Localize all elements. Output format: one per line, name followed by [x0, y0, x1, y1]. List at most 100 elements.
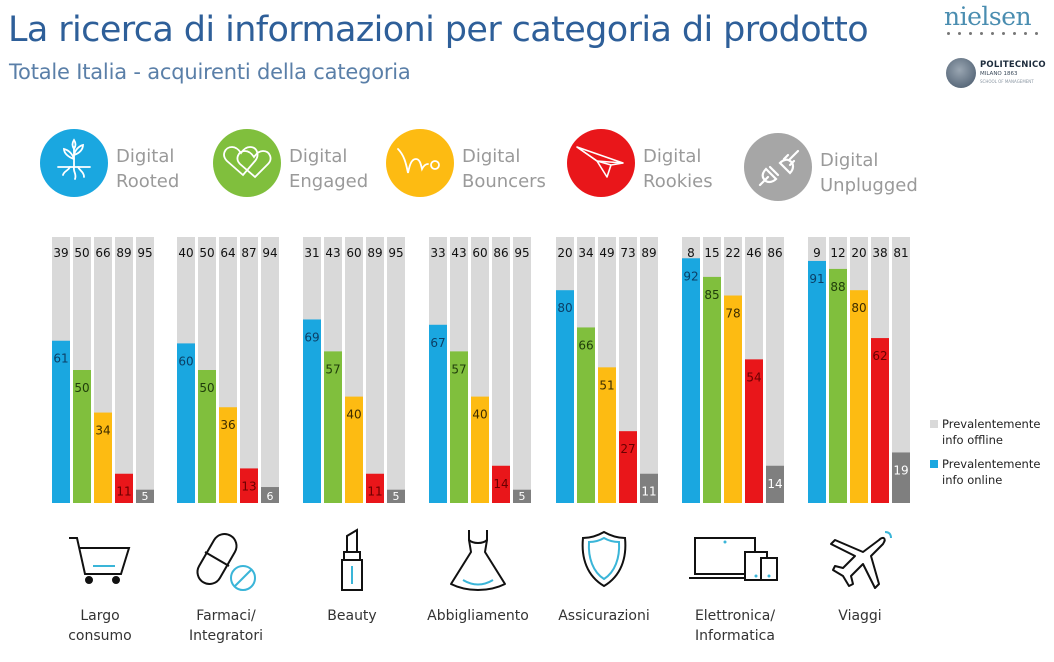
bar-online	[345, 396, 363, 503]
bar-offline	[177, 237, 195, 503]
category-label: Largo consumo	[68, 608, 132, 644]
bar-label-online: 67	[430, 336, 445, 350]
bar-online	[808, 260, 826, 503]
bar-online	[303, 319, 321, 503]
bar-offline	[261, 237, 279, 503]
legend-swatch-offline	[930, 420, 938, 428]
bar-label-offline: 22	[725, 246, 740, 260]
bar-label-offline: 64	[220, 246, 235, 260]
bar-label-online: 19	[893, 463, 908, 477]
bar-label-offline: 89	[641, 246, 656, 260]
bar-online	[324, 351, 342, 503]
legend-swatch-online	[930, 460, 938, 468]
bar-label-offline: 40	[178, 246, 193, 260]
plant-icon	[40, 129, 108, 197]
bar-label-online: 50	[199, 381, 214, 395]
bar-label-offline: 20	[557, 246, 572, 260]
bar-label-offline: 43	[451, 246, 466, 260]
politecnico-logo-name: POLITECNICO	[980, 60, 1046, 70]
bar-offline	[198, 237, 216, 503]
bar-offline	[682, 237, 700, 503]
bar-online	[366, 473, 384, 503]
chart-legend: Prevalentemente info offline Prevalenteme…	[930, 416, 1050, 496]
bar-offline	[492, 237, 510, 503]
bar-label-offline: 34	[578, 246, 593, 260]
bar-label-online: 66	[578, 338, 593, 352]
pill-icon	[196, 533, 256, 591]
bar-label-online: 40	[472, 408, 487, 422]
bar-online	[94, 412, 112, 503]
bar-label-online: 50	[74, 381, 89, 395]
bar-online	[240, 468, 258, 503]
segment-label: Digital Rookies	[643, 146, 713, 192]
bar-label-online: 11	[116, 485, 131, 499]
bar-online	[766, 465, 784, 503]
bar-label-online: 13	[241, 479, 256, 493]
dress-icon	[450, 530, 506, 591]
bar-label-offline: 66	[95, 246, 110, 260]
bar-label-online: 57	[325, 362, 340, 376]
unplugged-icon	[744, 133, 812, 201]
bar-label-online: 11	[641, 485, 656, 499]
bar-label-offline: 81	[893, 246, 908, 260]
bar-label-offline: 95	[514, 246, 529, 260]
bar-label-offline: 49	[599, 246, 614, 260]
bar-offline	[303, 237, 321, 503]
bar-online	[850, 290, 868, 503]
bar-offline	[73, 237, 91, 503]
bar-label-offline: 95	[137, 246, 152, 260]
page-subtitle: Totale Italia - acquirenti della categor…	[9, 60, 411, 84]
bar-label-online: 54	[746, 370, 761, 384]
category-label: Viaggi	[838, 608, 882, 624]
bar-label-offline: 12	[830, 246, 845, 260]
bar-label-online: 92	[683, 269, 698, 283]
bar-label-online: 51	[599, 378, 614, 392]
bar-label-online: 60	[178, 354, 193, 368]
category-largo-consumo: Largo consumo	[37, 528, 163, 646]
legend-item-online: Prevalentemente info online	[930, 456, 1050, 488]
bar-label-offline: 87	[241, 246, 256, 260]
bar-label-offline: 20	[851, 246, 866, 260]
bar-label-online: 5	[393, 490, 400, 503]
bar-offline	[577, 237, 595, 503]
bar-label-offline: 89	[116, 246, 131, 260]
bar-online	[598, 367, 616, 503]
category-viaggi: Viaggi	[797, 528, 923, 626]
bar-label-online: 88	[830, 280, 845, 294]
bar-label-offline: 86	[493, 246, 508, 260]
bar-offline	[366, 237, 384, 503]
bar-online	[219, 407, 237, 503]
category-elettronica-informatica: Elettronica/Informatica	[672, 528, 798, 646]
bar-label-offline: 89	[367, 246, 382, 260]
category-label: Beauty	[327, 608, 377, 624]
category-label: Abbigliamento	[427, 608, 529, 624]
segment-label: Digital Rooted	[116, 146, 180, 192]
bar-offline	[829, 237, 847, 503]
bar-label-offline: 95	[388, 246, 403, 260]
nielsen-logo-text: nielsen	[944, 2, 1032, 31]
bar-label-online: 36	[220, 418, 235, 432]
bar-online	[387, 489, 405, 503]
bar-label-offline: 39	[53, 246, 68, 260]
bar-offline	[450, 237, 468, 503]
bar-online	[177, 343, 195, 503]
bar-label-online: 5	[519, 490, 526, 503]
category-beauty: Beauty	[289, 528, 415, 626]
bar-online	[492, 465, 510, 503]
lipstick-icon	[341, 528, 363, 591]
bar-online	[450, 351, 468, 503]
category-label: Farmaci/Integratori	[188, 608, 264, 644]
bar-offline	[115, 237, 133, 503]
bar-online	[640, 473, 658, 503]
bar-online	[724, 295, 742, 503]
bar-online	[682, 258, 700, 503]
bar-offline	[724, 237, 742, 503]
bar-online	[261, 487, 279, 503]
bar-label-online: 6	[267, 490, 274, 503]
devices-icon	[689, 537, 778, 581]
bar-label-online: 80	[851, 301, 866, 315]
bar-online	[577, 327, 595, 503]
bar-online	[471, 396, 489, 503]
page-title: La ricerca di informazioni per categoria…	[8, 10, 869, 50]
bar-label-offline: 33	[430, 246, 445, 260]
